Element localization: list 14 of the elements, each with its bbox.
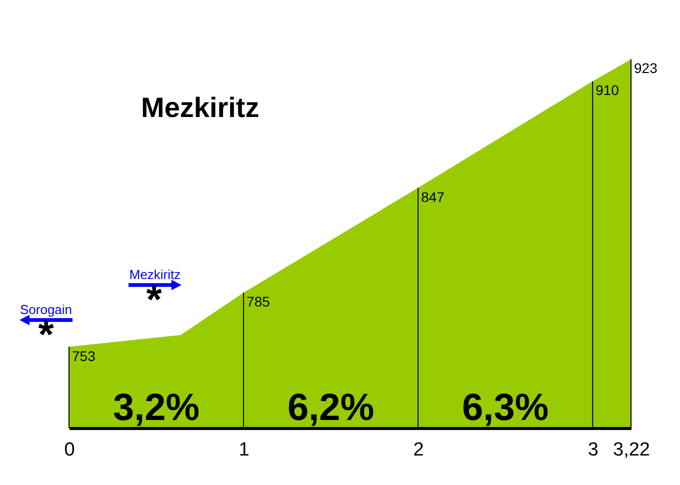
- x-tick-label: 2: [413, 440, 424, 460]
- data-label: 847: [421, 188, 445, 205]
- x-tick-label: 3: [588, 440, 598, 460]
- annotation: 6,2%: [287, 387, 374, 429]
- x-tick-label: 1: [238, 440, 250, 460]
- data-label: 910: [596, 82, 620, 98]
- data-label: 753: [72, 348, 96, 364]
- data-label: 785: [246, 294, 270, 310]
- annotation: 3,2%: [112, 387, 200, 429]
- text: Mezkiritz: [141, 92, 260, 123]
- data-label: 923: [634, 60, 658, 76]
- annotation: 6,3%: [462, 387, 549, 429]
- x-tick-label: 0: [64, 440, 75, 460]
- x-tick-label: 3,22: [613, 440, 650, 460]
